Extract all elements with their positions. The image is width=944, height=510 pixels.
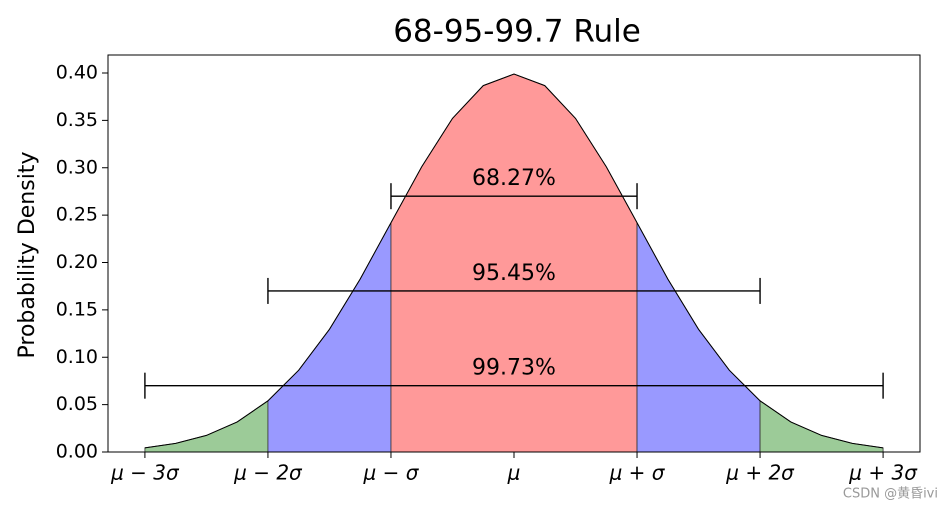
density-curve: [144, 73, 884, 449]
y-tick-label: 0.35: [56, 109, 98, 131]
x-tick-label: μ + 3σ: [848, 461, 918, 485]
interval-label: 68.27%: [472, 166, 556, 191]
y-tick-label: 0.15: [56, 298, 98, 320]
y-tick-label: 0.10: [56, 346, 98, 368]
interval-label: 99.73%: [472, 356, 556, 381]
x-tick-label: μ − 3σ: [110, 461, 180, 485]
x-tick-label: μ + 2σ: [725, 461, 795, 485]
x-tick-label: μ + σ: [609, 461, 666, 485]
x-tick-label: μ − σ: [363, 461, 420, 485]
region: [144, 400, 269, 453]
interval-label: 95.45%: [472, 261, 556, 286]
y-axis-label: Probability Density: [15, 152, 40, 359]
watermark: CSDN @黄昏ivi: [843, 487, 938, 502]
x-tick-label: μ: [507, 461, 521, 485]
y-tick-label: 0.30: [56, 156, 98, 178]
y-tick-label: 0.20: [56, 251, 98, 273]
x-tick-label: μ − 2σ: [233, 461, 303, 485]
region: [759, 400, 884, 453]
y-tick-label: 0.00: [56, 441, 98, 463]
y-tick-label: 0.05: [56, 393, 98, 415]
y-tick-label: 0.40: [56, 62, 98, 84]
y-tick-label: 0.25: [56, 204, 98, 226]
chart-title: 68-95-99.7 Rule: [393, 14, 641, 50]
